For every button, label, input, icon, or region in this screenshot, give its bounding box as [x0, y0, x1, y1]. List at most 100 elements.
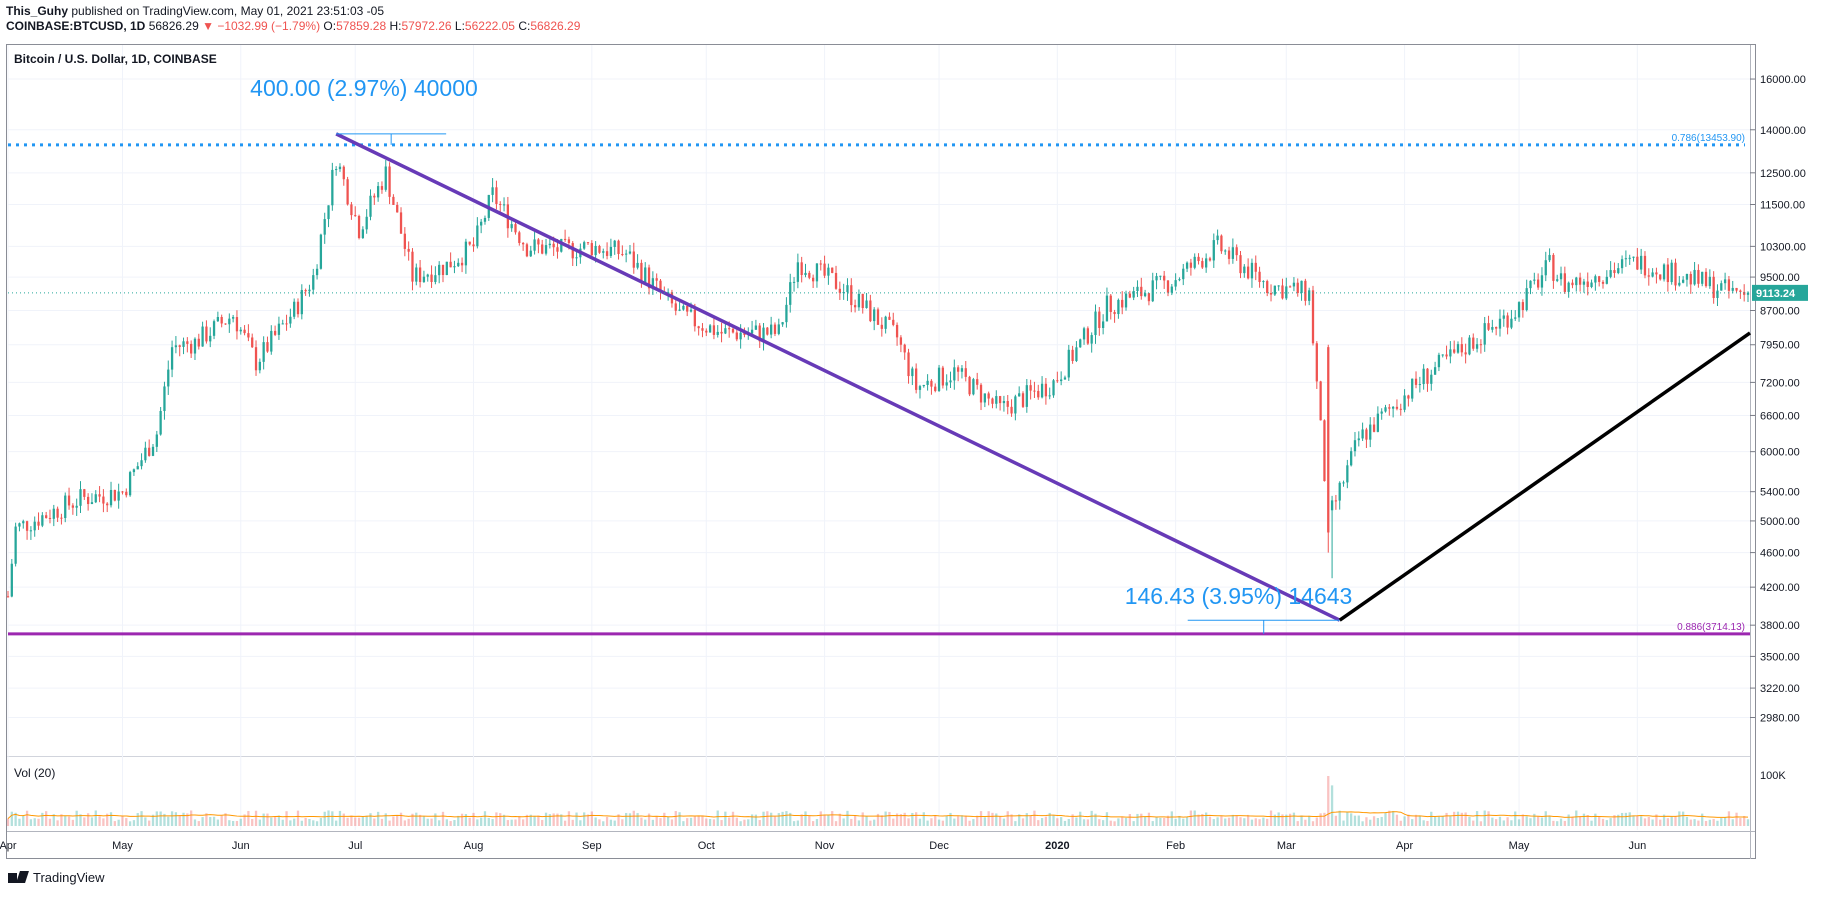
- candle-body: [758, 325, 761, 342]
- current-price-label: 9113.24: [1756, 288, 1796, 300]
- volume-bar: [945, 815, 948, 826]
- candle-body: [953, 367, 956, 381]
- volume-bar: [449, 821, 452, 826]
- candle-body: [976, 379, 979, 385]
- volume-bar: [964, 815, 967, 826]
- volume-bar: [728, 817, 731, 826]
- symbol-label: COINBASE:BTCUSD, 1D: [6, 19, 146, 33]
- downtrend-line[interactable]: [335, 132, 1341, 622]
- volume-bar: [220, 815, 223, 826]
- candle-body: [770, 324, 773, 335]
- volume-pane-divider[interactable]: [7, 756, 1750, 757]
- volume-bar: [1449, 816, 1452, 826]
- volume-bar: [285, 811, 288, 826]
- candle-body: [1216, 235, 1219, 241]
- volume-bar: [1704, 820, 1708, 826]
- chart-frame[interactable]: [6, 44, 1756, 859]
- volume-bar: [518, 815, 521, 826]
- candle-body: [426, 274, 429, 277]
- candle-body: [18, 523, 21, 527]
- candle-body: [1620, 259, 1624, 269]
- volume-bar: [621, 819, 624, 826]
- volume-bar: [487, 817, 490, 826]
- volume-bar: [1216, 817, 1219, 826]
- volume-bar: [1498, 816, 1502, 826]
- volume-bar: [876, 813, 880, 826]
- volume-bar: [960, 815, 964, 826]
- volume-bar: [212, 816, 216, 826]
- volume-bar: [1075, 817, 1078, 826]
- candle-body: [460, 262, 464, 266]
- candle-body: [1655, 272, 1658, 275]
- volume-bar: [827, 814, 830, 826]
- candle-body: [90, 502, 94, 505]
- volume-bar: [865, 816, 868, 826]
- volume-bar: [1361, 821, 1364, 826]
- candle-body: [720, 331, 723, 334]
- volume-bar: [1067, 819, 1070, 826]
- volume-indicator-label[interactable]: Vol (20): [14, 766, 56, 780]
- candle-body: [1224, 250, 1227, 252]
- candle-body: [1617, 268, 1620, 274]
- volume-bar: [1594, 813, 1597, 826]
- candle-body: [1182, 268, 1185, 280]
- candle-body: [1479, 344, 1483, 346]
- candle-body: [464, 241, 468, 266]
- candle-body: [1189, 262, 1193, 268]
- volume-bar: [1185, 816, 1189, 826]
- volume-bar: [1018, 814, 1021, 826]
- candle-body: [1697, 269, 1700, 284]
- author-name[interactable]: This_Guhy: [6, 4, 69, 18]
- candle-body: [1048, 395, 1051, 397]
- volume-bar: [613, 820, 616, 826]
- candle-body: [1525, 288, 1528, 311]
- candle-body: [457, 262, 460, 267]
- candle-body: [1334, 500, 1338, 502]
- candle-body: [327, 205, 330, 220]
- volume-bar: [1147, 812, 1151, 826]
- y-tick-label: 7200.00: [1760, 377, 1800, 389]
- candle-body: [1506, 315, 1509, 328]
- candle-body: [361, 229, 365, 239]
- current-price-badge[interactable]: [1752, 284, 1808, 301]
- volume-bar: [1391, 810, 1395, 826]
- candle-body: [1010, 406, 1013, 414]
- volume-bar: [1746, 819, 1750, 826]
- volume-bar: [766, 811, 769, 826]
- volume-bar: [659, 818, 662, 826]
- volume-bar: [296, 810, 300, 826]
- volume-bar: [415, 812, 418, 826]
- volume-bar: [438, 820, 441, 826]
- volume-bar: [869, 820, 872, 826]
- candle-body: [1304, 280, 1307, 301]
- volume-bar: [636, 813, 639, 826]
- candle-body: [335, 169, 338, 171]
- volume-bar: [525, 814, 529, 826]
- candle-body: [1445, 354, 1448, 357]
- volume-bar: [239, 818, 242, 826]
- volume-bar: [1052, 815, 1055, 826]
- volume-bar: [468, 817, 471, 826]
- candle-body: [71, 505, 75, 508]
- measure-bottom-label: 146.43 (3.95%) 14643: [1125, 583, 1353, 609]
- candle-body: [373, 195, 376, 198]
- candle-body: [1472, 337, 1475, 349]
- candle-body: [766, 327, 769, 335]
- projection-line[interactable]: [1338, 331, 1752, 622]
- volume-bar: [197, 821, 200, 826]
- volume-bar: [1163, 817, 1166, 826]
- volume-bar: [1662, 814, 1666, 826]
- volume-bar: [632, 810, 635, 826]
- volume-bar: [838, 813, 841, 826]
- candle-body: [602, 251, 605, 253]
- volume-bar: [541, 819, 544, 826]
- volume-bar: [773, 816, 777, 826]
- tradingview-brand[interactable]: TradingView: [8, 870, 105, 885]
- volume-bar: [1380, 816, 1383, 826]
- volume-bar: [79, 814, 82, 826]
- volume-bar: [262, 813, 265, 826]
- candle-body: [701, 328, 704, 331]
- x-tick-label: Jun: [1628, 840, 1646, 852]
- volume-bar: [1716, 820, 1719, 826]
